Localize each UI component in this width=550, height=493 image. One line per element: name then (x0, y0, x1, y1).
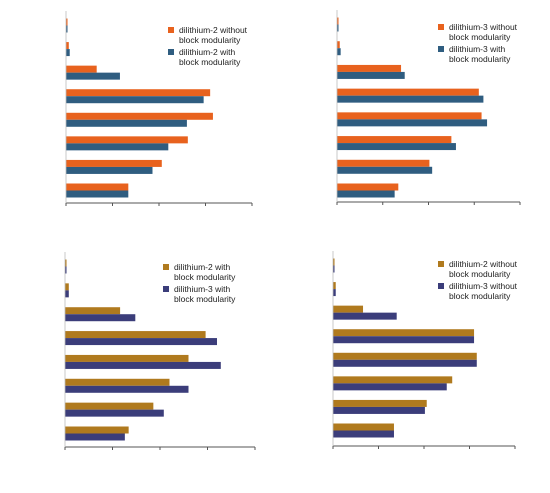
legend-swatch (163, 264, 169, 270)
bar-d-s2-500 (333, 312, 397, 320)
bar-c-s1-1 (65, 426, 129, 434)
bar-d-s1-3000 (333, 258, 335, 266)
bar-d-s2-10 (333, 383, 447, 391)
bar-a-s1-2000 (66, 42, 69, 50)
bar-b-s2-50 (337, 119, 488, 127)
legend-entry: dilithium-2 without block modularity (179, 25, 248, 45)
bar-c-s1-3000 (65, 259, 67, 267)
bar-c-s2-5 (65, 409, 164, 417)
bar-b-s2-100 (337, 95, 484, 103)
bar-d-s1-1 (333, 423, 394, 431)
bar-a-s2-500 (66, 72, 120, 80)
bar-a-s1-1 (66, 183, 129, 191)
bar-c-s1-100 (65, 331, 206, 339)
bar-b-s1-5 (337, 159, 430, 167)
bar-b-s1-1 (337, 183, 399, 191)
bar-c-s1-5 (65, 402, 154, 410)
legend-entry: dilithium-2 without block modularity (449, 259, 518, 279)
bar-b-s2-10 (337, 143, 456, 151)
chart-panel-d: dilithium-2 without block modularitydilit… (332, 251, 518, 449)
bar-b-s2-3000 (337, 24, 339, 32)
bar-c-s2-100 (65, 338, 217, 346)
bar-a-s1-5 (66, 159, 162, 167)
bar-a-s1-50 (66, 112, 213, 120)
bar-d-s1-100 (333, 329, 475, 337)
legend-entry: dilithium-3 with block modularity (174, 284, 236, 304)
bar-b-s1-3000 (337, 17, 339, 25)
legend-swatch (438, 46, 444, 52)
chart-panel-b: dilithium-3 without block modularitydilit… (336, 10, 521, 205)
legend-swatch (438, 283, 444, 289)
bar-c-s1-2000 (65, 283, 69, 291)
bar-a-s2-5 (66, 166, 153, 174)
bar-b-s1-50 (337, 112, 482, 120)
bar-c-s1-50 (65, 354, 189, 362)
bar-c-s2-500 (65, 314, 136, 322)
bar-b-s1-2000 (337, 41, 340, 49)
bar-a-s2-10 (66, 143, 169, 151)
bar-c-s2-2000 (65, 290, 69, 298)
legend-entry: dilithium-2 with block modularity (179, 47, 241, 67)
bar-b-s2-500 (337, 71, 405, 79)
bar-c-s2-10 (65, 385, 189, 393)
bar-b-s2-1 (337, 190, 395, 198)
bar-b-s2-2000 (337, 48, 341, 56)
bar-d-s2-5 (333, 406, 425, 414)
legend-swatch (168, 27, 174, 33)
bar-a-s1-500 (66, 65, 97, 73)
legend-entry: dilithium-3 with block modularity (449, 44, 511, 64)
bar-d-s1-10 (333, 376, 453, 384)
legend-entry: dilithium-2 with block modularity (174, 262, 236, 282)
bar-d-s2-2000 (333, 289, 336, 297)
legend-entry: dilithium-3 without block modularity (449, 22, 518, 42)
bar-b-s2-5 (337, 166, 433, 174)
bar-a-s2-1 (66, 190, 129, 198)
legend-entry: dilithium-3 without block modularity (449, 281, 518, 301)
bar-d-s2-3000 (333, 265, 335, 273)
legend-swatch (438, 261, 444, 267)
bar-c-s2-50 (65, 361, 221, 369)
bar-b-s1-100 (337, 88, 479, 96)
bar-a-s2-50 (66, 119, 187, 127)
bar-d-s2-50 (333, 359, 477, 367)
chart-panel-c: dilithium-2 with block modularitydilithiu… (64, 252, 256, 450)
bar-a-s1-3000 (66, 18, 68, 26)
bar-d-s2-1 (333, 430, 394, 438)
chart-panel-a: dilithium-2 without block modularitydilit… (65, 11, 253, 206)
bar-d-s1-2000 (333, 282, 336, 290)
bar-d-s1-50 (333, 352, 477, 360)
bar-d-s1-5 (333, 399, 427, 407)
legend-swatch (438, 24, 444, 30)
bar-b-s1-10 (337, 136, 452, 144)
bar-b-s1-500 (337, 64, 402, 72)
bar-a-s2-100 (66, 96, 204, 104)
bar-a-s2-3000 (66, 25, 68, 33)
bar-a-s1-10 (66, 136, 188, 144)
bar-d-s2-100 (333, 336, 475, 344)
bar-c-s1-10 (65, 378, 170, 386)
bar-a-s1-100 (66, 89, 211, 97)
bar-d-s1-500 (333, 305, 364, 313)
bar-a-s2-2000 (66, 49, 70, 57)
legend-swatch (168, 49, 174, 55)
legend-swatch (163, 286, 169, 292)
bar-c-s1-500 (65, 307, 121, 315)
bar-c-s2-3000 (65, 266, 67, 274)
bar-c-s2-1 (65, 433, 125, 441)
